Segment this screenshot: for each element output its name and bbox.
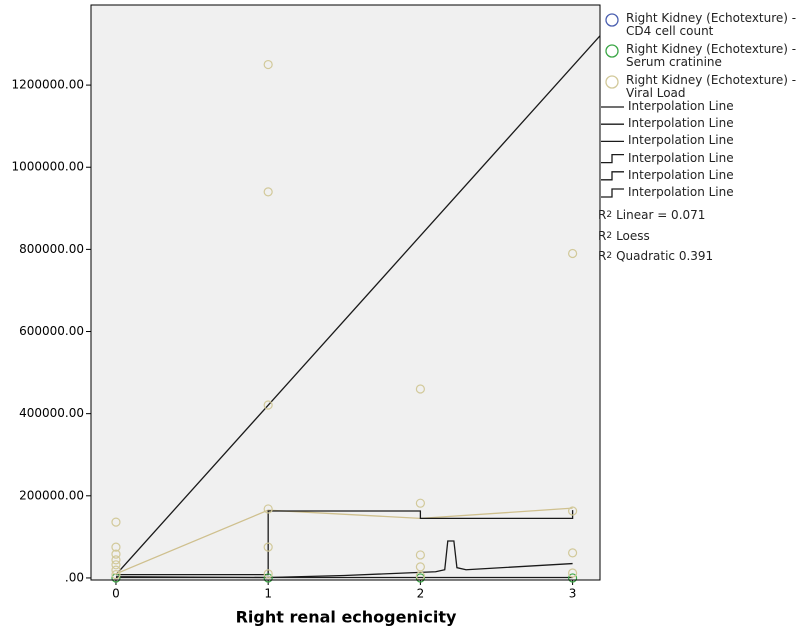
x-tick-label: 3 [569,587,577,601]
point [415,498,425,508]
point [111,542,121,552]
plot-area [91,5,600,580]
legend-label: Right Kidney (Echotexture) - Serum crati… [626,42,797,69]
fit-line [115,35,600,576]
fit-legend: R2 Quadratic 0.391 [598,250,773,263]
fit-line [115,510,574,576]
point [415,384,425,394]
fit-line [115,540,573,579]
legend-marker [605,75,619,89]
point [111,517,121,527]
legend-label: Interpolation Line [628,150,734,165]
legend-label: Interpolation Line [628,99,734,113]
fit-legend: R2 Linear = 0.071 [598,209,773,222]
point [263,187,273,197]
point [568,548,578,558]
y-tick-label: .00 [65,570,84,584]
point [415,550,425,560]
legend-marker [605,44,619,58]
point [263,569,273,579]
y-tick-label: 200000.00 [19,488,84,502]
point [111,555,121,565]
fit-label-sup: 2 [606,251,613,261]
point [263,400,273,410]
legend-label: Interpolation Line [628,185,734,199]
fit-label-r: R [598,208,607,222]
y-tick-label: 800000.00 [19,242,84,256]
point [263,573,273,583]
fit-label-r: R [598,228,607,243]
y-tick-label: 1000000.00 [11,160,84,174]
y-tick-label: 1200000.00 [11,78,84,92]
fit-label-text: Linear = 0.071 [616,208,706,222]
legend-line [601,171,624,181]
fit-label-sup: 2 [606,210,613,220]
fit-line [115,507,573,575]
legend-label: Interpolation Line [628,116,734,131]
fit-legend: R2 Loess [598,228,773,243]
x-axis-label: Right renal echogenicity [236,608,457,627]
point [111,560,121,570]
point [568,573,578,583]
point [111,565,121,575]
point [568,248,578,259]
fit-label-r: R [598,249,607,263]
point [568,506,578,516]
point [263,504,273,514]
legend-line [601,153,624,164]
y-tick-label: 600000.00 [19,324,84,338]
fit-label-sup: 2 [606,230,613,241]
legend-line [601,188,624,198]
point [415,562,425,572]
point [568,568,578,578]
point [263,542,273,552]
legend-label: Interpolation Line [628,167,734,182]
legend-marker [605,13,619,27]
legend-label: Right Kidney (Echotexture) - CD4 cell co… [626,11,797,38]
legend-label: Right Kidney (Echotexture) - Viral Load [626,73,797,100]
x-tick-label: 0 [112,587,120,601]
fit-label-text: Loess [616,228,650,243]
fit-label-text: Quadratic 0.391 [616,249,714,263]
y-tick-label: 400000.00 [19,406,84,420]
x-tick-label: 2 [417,587,425,601]
point [111,549,121,559]
x-tick-label: 1 [264,587,272,601]
legend-label: Interpolation Line [628,133,734,148]
point [263,59,273,70]
plot-border [90,4,601,581]
point [111,570,121,580]
